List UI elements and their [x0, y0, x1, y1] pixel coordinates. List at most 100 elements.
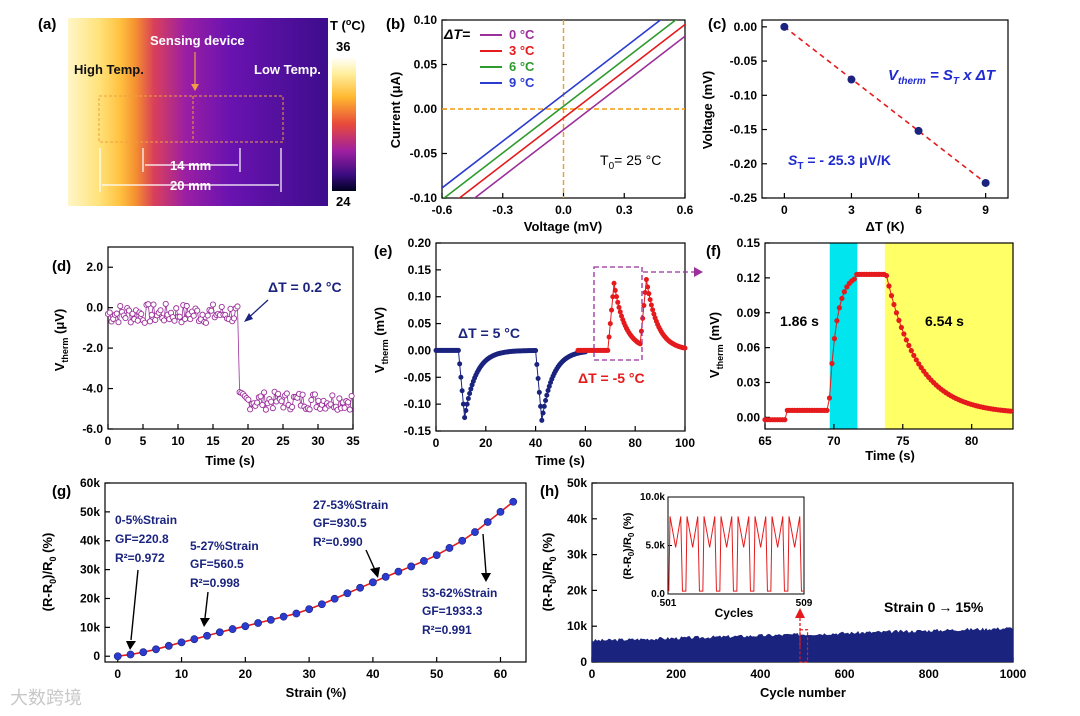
- signal-point-e-0-24: [463, 408, 469, 414]
- signal-point-e-1-86: [682, 345, 688, 351]
- g-xtick-label-2: 20: [239, 667, 253, 681]
- data-point-g-21: [381, 572, 390, 581]
- signal-point-e-1-31: [614, 294, 620, 300]
- axis-e: 0 20 40 60 80 100 0.20 0.15 0.10 0.05 0.00 -0.05 -0.…: [404, 236, 696, 450]
- signal-point-10: [122, 315, 129, 322]
- data-point-g-17: [330, 594, 339, 603]
- e-ytick-label-6: -0.10: [404, 397, 432, 411]
- panel-h-label: (h): [540, 483, 559, 500]
- data-point-g-26: [445, 544, 454, 552]
- signal-point-74: [234, 303, 241, 310]
- ylabel-c: Voltage (mV): [700, 71, 715, 150]
- gf-arrowhead-3: [481, 573, 491, 582]
- e-xtick-label-1: 20: [479, 436, 493, 450]
- gf-2-r2: R²=0.990: [313, 535, 363, 549]
- signal-point-e-1-24: [605, 347, 611, 353]
- t0-annotation: T0= 25 °C: [600, 152, 661, 172]
- b-xtick-label-0: -0.6: [432, 203, 453, 217]
- data-point-1: [847, 75, 856, 84]
- cycle-band: [592, 627, 1013, 662]
- delta-t-annotation-d: ΔT = 0.2 °C: [268, 279, 342, 295]
- f-xtick-label-3: 80: [965, 434, 979, 448]
- h-xtick-label-3: 600: [835, 667, 855, 681]
- signal-point-e-1-61: [651, 311, 657, 317]
- f-ytick-label-4: 0.03: [737, 376, 761, 390]
- data-point-g-28: [471, 528, 479, 536]
- inset-ytick-label-0: 0.0: [651, 589, 665, 600]
- signal-point-99: [278, 398, 285, 405]
- signal-point-87: [257, 393, 264, 400]
- signal-point-e-1-30: [612, 287, 618, 293]
- g-xtick-label-1: 10: [175, 667, 189, 681]
- signal-point-f-58: [906, 342, 912, 349]
- d-ytick-label-3: -4.0: [82, 382, 103, 396]
- signal-point-e-1-25: [606, 334, 612, 340]
- data-point-g-27: [458, 536, 467, 545]
- signal-point-56: [202, 319, 210, 326]
- signal-point-132: [336, 395, 343, 402]
- signal-point-45: [183, 302, 190, 310]
- data-point-g-4: [164, 641, 173, 650]
- plot-h: [592, 627, 1013, 663]
- iv-line-3: [442, 20, 662, 189]
- signal-point-e-0-86: [540, 410, 546, 416]
- plot-frame-c: [761, 19, 1009, 199]
- gf-0-range: 0-5%Strain: [115, 513, 177, 527]
- d-xtick-label-1: 5: [140, 434, 147, 448]
- signal-point-e-0-25: [464, 401, 470, 407]
- e-ytick-label-3: 0.05: [408, 317, 432, 331]
- xlabel-g: Strain (%): [286, 685, 347, 700]
- signal-point-e-1-32: [615, 299, 621, 305]
- gf-3-value: GF=1933.3: [422, 604, 483, 618]
- b-xtick-label-4: 0.6: [677, 203, 694, 217]
- data-point-g-25: [432, 551, 441, 560]
- signal-point-59: [208, 307, 215, 314]
- d-xtick-label-6: 30: [311, 434, 325, 448]
- signal-point-f-29: [834, 318, 840, 324]
- zoom-box-e: [593, 266, 643, 361]
- signal-point-21: [141, 319, 148, 326]
- d-ytick-label-1: 0.0: [86, 301, 103, 315]
- signal-point-e-0-26: [465, 396, 471, 402]
- signal-point-e-0-83: [536, 389, 542, 395]
- plot-f: [762, 271, 1014, 423]
- signal-point-93: [268, 398, 275, 405]
- axis-g: 0 10 20 30 40 50 60 0 10k 20k 30k 40k 50k 60k: [80, 476, 508, 681]
- signal-point-23: [145, 301, 152, 308]
- c-ytick-label-1: -0.05: [730, 54, 758, 68]
- signal-point-90: [262, 406, 269, 413]
- h-xtick-label-0: 0: [589, 667, 596, 681]
- g-xtick-label-3: 30: [302, 667, 316, 681]
- signal-point-54: [199, 311, 206, 318]
- f-ytick-label-3: 0.06: [737, 341, 761, 355]
- signal-point-19: [138, 310, 145, 318]
- c-ytick-label-3: -0.15: [730, 123, 758, 137]
- data-point-g-13: [279, 612, 288, 621]
- data-point-g-18: [343, 589, 352, 598]
- annotation-gf-1: 5-27%Strain GF=560.5 R²=0.998: [190, 539, 259, 590]
- signal-point-e-0-28: [468, 386, 474, 392]
- axis-f: 65 70 75 80 0.15 0.12 0.09 0.06 0.03 0.00: [737, 236, 979, 448]
- b-xtick-label-1: -0.3: [492, 203, 513, 217]
- g-ytick-label-0: 0: [93, 649, 100, 663]
- iv-line-1: [458, 23, 685, 198]
- data-point-g-12: [266, 615, 275, 624]
- gf-arrows: [130, 533, 487, 641]
- colorbar: [332, 57, 356, 191]
- signal-point-118: [311, 391, 318, 398]
- axis-h: 0 200 400 600 800 1000 0 10k 20k 30k 40k 50k: [567, 476, 1027, 681]
- gf-arrow-2: [365, 549, 376, 571]
- bands-f: [829, 243, 1013, 429]
- xlabel-h: Cycle number: [760, 685, 846, 700]
- signal-point-89: [261, 389, 268, 396]
- data-point-3: [981, 178, 990, 187]
- signal-point-24: [146, 318, 154, 325]
- delta-t-annotation-blue: ΔT = 5 °C: [458, 325, 520, 341]
- signal-point-f-31: [839, 295, 845, 302]
- gf-2-value: GF=930.5: [313, 516, 367, 530]
- thermal-equation: Vtherm = ST x ΔT: [888, 67, 997, 87]
- h-xtick-label-2: 400: [750, 667, 770, 681]
- ylabel-h: (R-R0)/R0 (%): [540, 533, 558, 612]
- e-ytick-label-4: 0.00: [408, 343, 432, 357]
- annotation-gf-2: 27-53%Strain GF=930.5 R²=0.990: [313, 498, 388, 549]
